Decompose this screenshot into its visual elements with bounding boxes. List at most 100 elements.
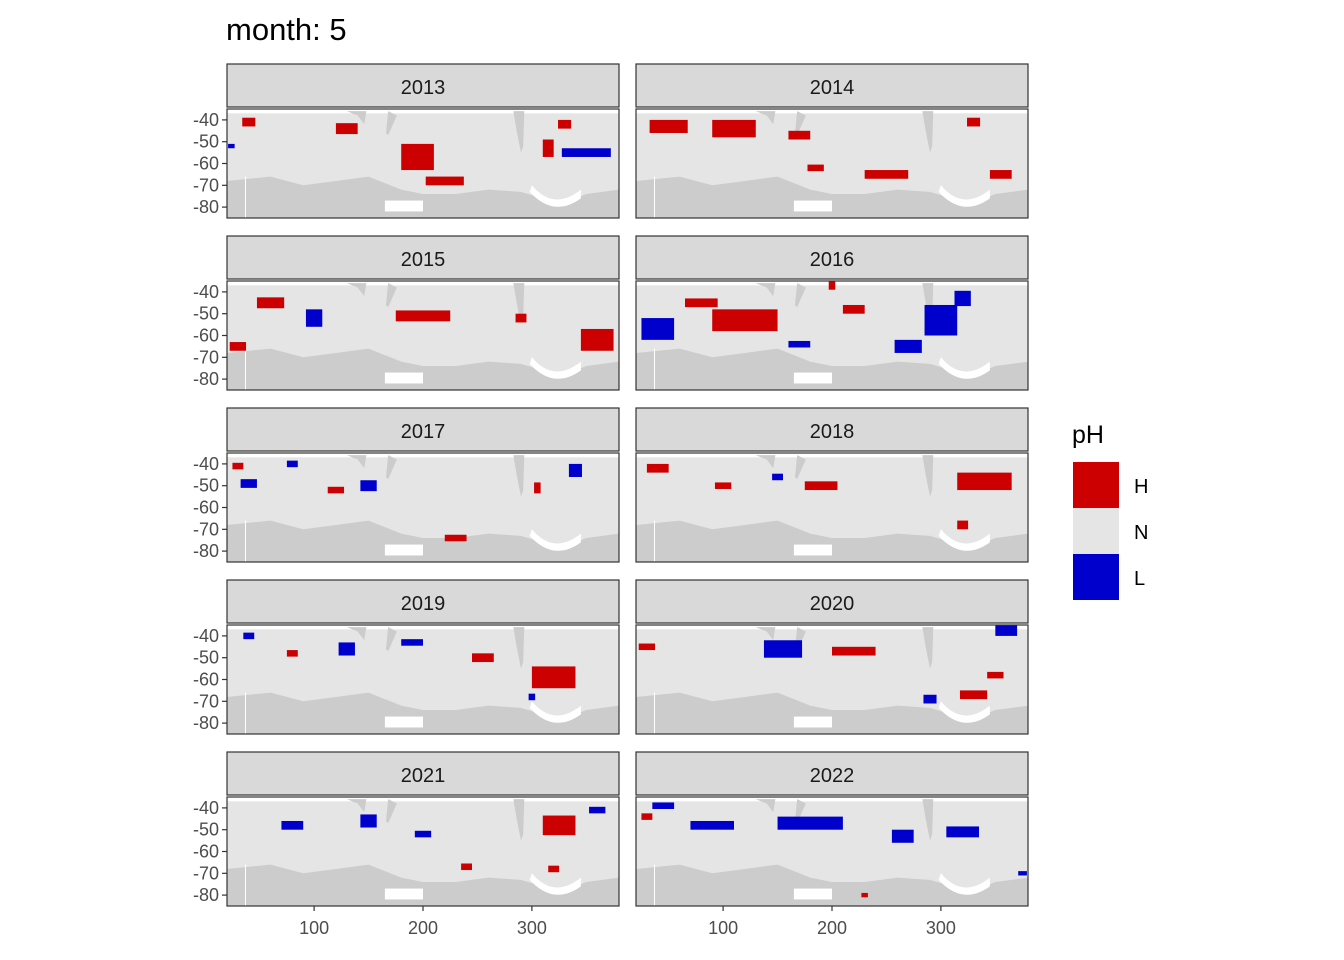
facet-panel-2015: 2015 (226, 235, 620, 391)
anomaly-cell-H (286, 650, 298, 657)
australia-land (346, 111, 367, 125)
y-tick-label: -60 (193, 670, 219, 690)
facet-strip-label: 2013 (401, 77, 446, 99)
anomaly-cell-H (542, 815, 576, 836)
new-zealand-land (385, 111, 397, 136)
australia-land (755, 455, 776, 469)
y-tick-label: -50 (193, 476, 219, 496)
facet-panels: 2013 2014 2015 2016 2017 2018 2019 2020 2021 2022 (226, 63, 1029, 907)
y-tick-label: -70 (193, 347, 219, 367)
anomaly-cell-H (828, 281, 836, 290)
land-mask (636, 797, 1028, 906)
australia-land (346, 455, 367, 469)
land-mask (636, 625, 1028, 734)
anomaly-cell-H (444, 534, 467, 542)
y-tick-label: -80 (193, 369, 219, 389)
anomaly-cell-H (534, 482, 541, 494)
anomaly-cell-L (1018, 871, 1027, 876)
anomaly-cell-H (401, 143, 434, 171)
australia-land (346, 283, 367, 297)
anomaly-cell-L (568, 463, 582, 477)
anomaly-cell-H (641, 813, 653, 820)
facet-strip (635, 579, 1029, 624)
anomaly-cell-H (548, 865, 560, 873)
y-tick-label: -40 (193, 454, 219, 474)
anomaly-cell-H (229, 342, 247, 351)
antarctica-land (227, 176, 619, 218)
south-america-land (513, 799, 525, 841)
y-tick-label: -70 (193, 519, 219, 539)
anomaly-cell-H (395, 310, 451, 322)
facet-strip (635, 235, 1029, 280)
anomaly-cell-L (924, 304, 958, 336)
anomaly-cell-L (305, 309, 323, 327)
anomaly-cell-H (649, 119, 688, 133)
anomaly-cell-H (987, 671, 1004, 679)
anomaly-cell-H (327, 486, 345, 494)
south-america-land (513, 455, 525, 497)
panel-border (635, 452, 1029, 563)
facet-strip (226, 235, 620, 280)
anomaly-cell-L (414, 830, 432, 838)
panel-border (635, 280, 1029, 391)
anomaly-cell-L (401, 639, 423, 646)
anomaly-cell-L (528, 693, 536, 701)
x-tick-label: 100 (708, 918, 738, 938)
anomaly-cell-H (531, 666, 576, 689)
y-tick-label: -60 (193, 498, 219, 518)
anomaly-cell-H (788, 130, 811, 140)
legend-title: pH (1072, 421, 1104, 449)
south-america-land (513, 627, 525, 669)
y-tick-label: -70 (193, 863, 219, 883)
anomaly-cell-L (561, 148, 611, 157)
facet-strip-label: 2020 (810, 593, 855, 615)
anomaly-cell-H (804, 481, 838, 491)
legend-key-N (1073, 508, 1119, 554)
y-tick-label: -60 (193, 154, 219, 174)
facet-strip (635, 407, 1029, 452)
south-america-land (922, 111, 934, 153)
anomaly-cell-H (558, 119, 572, 129)
y-tick-label: -40 (193, 798, 219, 818)
facet-strip (226, 407, 620, 452)
anomaly-cell-H (807, 164, 824, 172)
facet-panel-2021: 2021 (226, 751, 620, 907)
anomaly-cell-H (580, 328, 614, 351)
land-mask (227, 625, 619, 734)
anomaly-cell-L (788, 340, 811, 348)
y-tick-label: -50 (193, 304, 219, 324)
legend-key-H (1073, 462, 1119, 508)
anomaly-cell-H (842, 304, 865, 314)
anomaly-cell-H (989, 170, 1012, 179)
legend-label: L (1134, 568, 1145, 590)
facet-panel-2013: 2013 (226, 63, 620, 219)
panel-border (635, 108, 1029, 219)
facet-strip-label: 2014 (810, 77, 855, 99)
facet-panel-2020: 2020 (635, 579, 1029, 735)
anomaly-cell-H (335, 123, 358, 135)
facet-strip-label: 2022 (810, 765, 855, 787)
facet-panel-2018: 2018 (635, 407, 1029, 563)
y-tick-label: -80 (193, 713, 219, 733)
antarctica-land (227, 864, 619, 906)
y-tick-label: -60 (193, 842, 219, 862)
anomaly-cell-H (959, 690, 988, 700)
anomaly-cell-L (923, 694, 937, 704)
x-tick-label: 100 (299, 918, 329, 938)
facet-strip (635, 63, 1029, 108)
antarctica-land (227, 520, 619, 562)
australia-land (755, 283, 776, 297)
anomaly-cell-L (891, 829, 914, 843)
anomaly-cell-H (967, 117, 981, 127)
land-mask (227, 109, 619, 218)
anomaly-cell-L (360, 814, 377, 828)
anomaly-cell-L (240, 479, 257, 488)
south-america-land (922, 455, 934, 497)
anomaly-cell-L (641, 318, 675, 340)
anomaly-cell-H (861, 892, 868, 898)
australia-land (755, 799, 776, 813)
new-zealand-land (794, 283, 806, 308)
anomaly-cell-L (763, 640, 803, 658)
y-tick-label: -50 (193, 648, 219, 668)
facet-strip-label: 2017 (401, 421, 446, 443)
